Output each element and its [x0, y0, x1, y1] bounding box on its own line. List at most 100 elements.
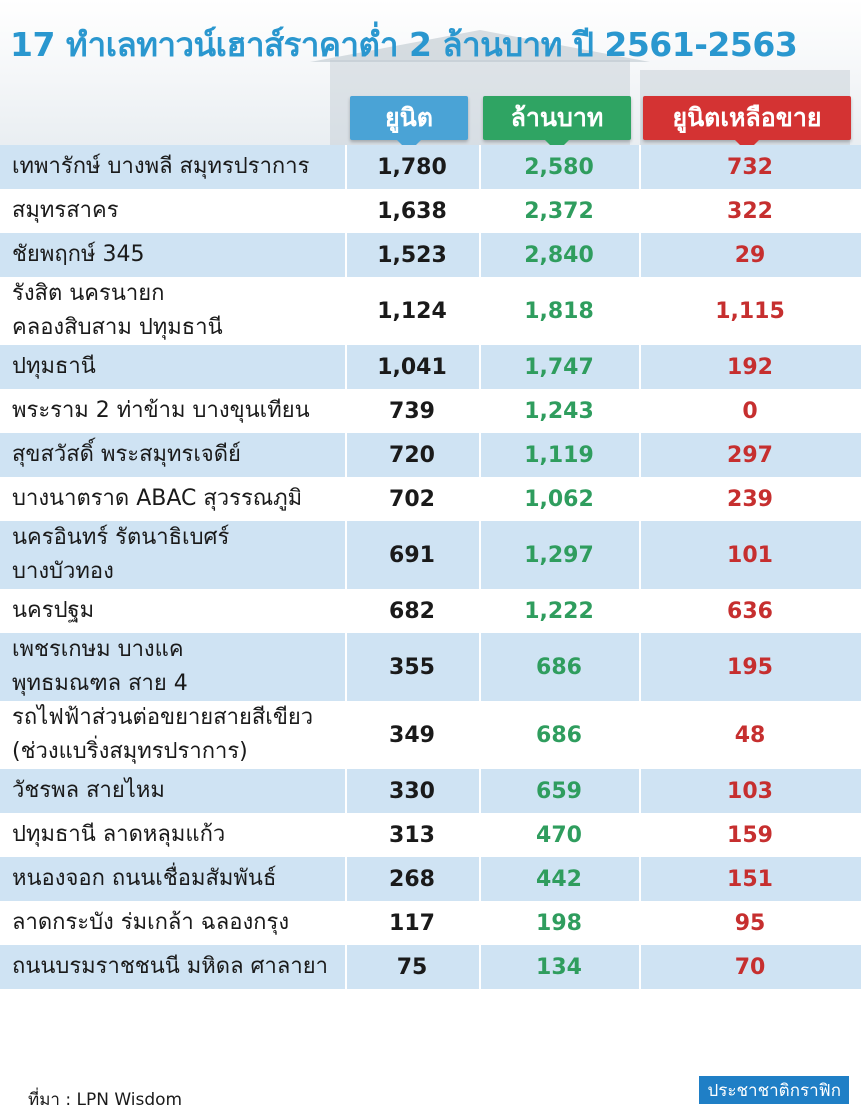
- location-name-line: ถนนบรมราชชนนี มหิดล ศาลายา: [12, 953, 328, 979]
- units-value: 1,780: [377, 154, 447, 180]
- location-name-line: นครอินทร์ รัตนาธิเบศร์: [12, 524, 230, 550]
- column-divider: [639, 145, 641, 1065]
- units-value: 691: [389, 542, 435, 568]
- million-baht-value: 2,372: [524, 198, 594, 224]
- location-name: บางนาตราด ABAC สุวรรณภูมิ: [0, 482, 345, 516]
- units-value: 349: [389, 722, 435, 748]
- million-baht-value: 1,062: [524, 486, 594, 512]
- units-value: 1,523: [377, 242, 447, 268]
- table-row: สมุทรสาคร 1,638 2,372 322: [0, 189, 861, 233]
- million-baht-value: 2,580: [524, 154, 594, 180]
- header-million-label: ล้านบาท: [510, 103, 604, 132]
- table-row: ถนนบรมราชชนนี มหิดล ศาลายา 75 134 70: [0, 945, 861, 989]
- million-baht-value: 1,818: [524, 298, 594, 324]
- remaining-units-value: 192: [727, 354, 773, 380]
- million-baht-value: 442: [536, 866, 582, 892]
- location-name: วัชรพล สายไหม: [0, 774, 345, 808]
- header-units: ยูนิต: [350, 96, 468, 152]
- table-row: ชัยพฤกษ์ 345 1,523 2,840 29: [0, 233, 861, 277]
- units-value: 313: [389, 822, 435, 848]
- location-name-line: ปทุมธานี ลาดหลุมแก้ว: [12, 821, 226, 847]
- roof-shape: [310, 30, 650, 62]
- location-name: ปทุมธานี: [0, 350, 345, 384]
- remaining-units-value: 239: [727, 486, 773, 512]
- location-name: สุขสวัสดิ์ พระสมุทรเจดีย์: [0, 438, 345, 472]
- table-row: ปทุมธานี ลาดหลุมแก้ว 313 470 159: [0, 813, 861, 857]
- location-name-line: คลองสิบสาม ปทุมธานี: [12, 315, 223, 340]
- header-remaining-units: ยูนิตเหลือขาย: [643, 96, 851, 152]
- units-value: 330: [389, 778, 435, 804]
- million-baht-value: 1,119: [524, 442, 594, 468]
- location-name: เทพารักษ์ บางพลี สมุทรปราการ: [0, 150, 345, 184]
- header-million-baht: ล้านบาท: [483, 96, 631, 152]
- location-name-line: เพชรเกษม บางแค: [12, 636, 184, 662]
- units-value: 702: [389, 486, 435, 512]
- units-value: 720: [389, 442, 435, 468]
- location-name-line: นครปฐม: [12, 597, 95, 623]
- remaining-units-value: 636: [727, 598, 773, 624]
- million-baht-value: 1,243: [524, 398, 594, 424]
- location-name-line: หนองจอก ถนนเชื่อมสัมพันธ์: [12, 865, 277, 891]
- million-baht-value: 686: [536, 654, 582, 680]
- table-row: นครปฐม 682 1,222 636: [0, 589, 861, 633]
- million-baht-value: 1,297: [524, 542, 594, 568]
- header-units-label: ยูนิต: [385, 103, 433, 132]
- table-row: ปทุมธานี 1,041 1,747 192: [0, 345, 861, 389]
- table-row: เพชรเกษม บางแค พุทธมณฑล สาย 4 355 686 195: [0, 633, 861, 701]
- remaining-units-value: 95: [734, 910, 766, 936]
- location-name-line: (ช่วงแบริ่งสมุทรปราการ): [12, 739, 248, 764]
- units-value: 682: [389, 598, 435, 624]
- location-name-line: รังสิต นครนายก: [12, 280, 165, 306]
- location-name-line: วัชรพล สายไหม: [12, 777, 165, 803]
- units-value: 739: [389, 398, 435, 424]
- remaining-units-value: 732: [727, 154, 773, 180]
- column-divider: [345, 145, 347, 1065]
- location-name: เพชรเกษม บางแค พุทธมณฑล สาย 4: [0, 633, 345, 701]
- location-name-line: บางบัวทอง: [12, 559, 114, 584]
- million-baht-value: 470: [536, 822, 582, 848]
- table-row: เทพารักษ์ บางพลี สมุทรปราการ 1,780 2,580 73…: [0, 145, 861, 189]
- location-name: ถนนบรมราชชนนี มหิดล ศาลายา: [0, 950, 345, 984]
- table-row: พระราม 2 ท่าข้าม บางขุนเทียน 739 1,243 0: [0, 389, 861, 433]
- header-remaining-label: ยูนิตเหลือขาย: [672, 103, 822, 132]
- column-divider: [479, 145, 481, 1065]
- remaining-units-value: 0: [742, 398, 758, 424]
- table-row: สุขสวัสดิ์ พระสมุทรเจดีย์ 720 1,119 297: [0, 433, 861, 477]
- million-baht-value: 2,840: [524, 242, 594, 268]
- location-name: หนองจอก ถนนเชื่อมสัมพันธ์: [0, 862, 345, 896]
- location-name: นครอินทร์ รัตนาธิเบศร์บางบัวทอง: [0, 521, 345, 589]
- units-value: 117: [389, 910, 435, 936]
- million-baht-value: 659: [536, 778, 582, 804]
- units-value: 355: [389, 654, 435, 680]
- million-baht-value: 686: [536, 722, 582, 748]
- location-name-line: รถไฟฟ้าส่วนต่อขยายสายสีเขียว: [12, 704, 314, 730]
- location-name-line: สุขสวัสดิ์ พระสมุทรเจดีย์: [12, 441, 241, 467]
- remaining-units-value: 48: [734, 722, 766, 748]
- remaining-units-value: 322: [727, 198, 773, 224]
- remaining-units-value: 159: [727, 822, 773, 848]
- remaining-units-value: 1,115: [715, 298, 785, 324]
- location-name-line: ปทุมธานี: [12, 353, 96, 379]
- table-row: รังสิต นครนายก คลองสิบสาม ปทุมธานี 1,124 1,…: [0, 277, 861, 345]
- units-value: 1,041: [377, 354, 447, 380]
- location-name: นครปฐม: [0, 594, 345, 628]
- table-row: นครอินทร์ รัตนาธิเบศร์ บางบัวทอง 691 1,297 1…: [0, 521, 861, 589]
- remaining-units-value: 103: [727, 778, 773, 804]
- location-name: ลาดกระบัง ร่มเกล้า ฉลองกรุง: [0, 906, 345, 940]
- million-baht-value: 134: [536, 954, 582, 980]
- table-row: ลาดกระบัง ร่มเกล้า ฉลองกรุง 117 198 95: [0, 901, 861, 945]
- units-value: 75: [396, 954, 428, 980]
- remaining-units-value: 195: [727, 654, 773, 680]
- location-name: ชัยพฤกษ์ 345: [0, 238, 345, 272]
- location-name: ปทุมธานี ลาดหลุมแก้ว: [0, 818, 345, 852]
- million-baht-value: 1,222: [524, 598, 594, 624]
- location-name: รังสิต นครนายกคลองสิบสาม ปทุมธานี: [0, 277, 345, 345]
- location-name: สมุทรสาคร: [0, 194, 345, 228]
- remaining-units-value: 151: [727, 866, 773, 892]
- units-value: 268: [389, 866, 435, 892]
- location-name: พระราม 2 ท่าข้าม บางขุนเทียน: [0, 394, 345, 428]
- location-name-line: ลาดกระบัง ร่มเกล้า ฉลองกรุง: [12, 909, 290, 935]
- source-note: ที่มา : LPN Wisdom: [28, 1090, 183, 1110]
- remaining-units-value: 297: [727, 442, 773, 468]
- publisher-logo-text: ประชาชาติกราฟิก: [707, 1080, 841, 1101]
